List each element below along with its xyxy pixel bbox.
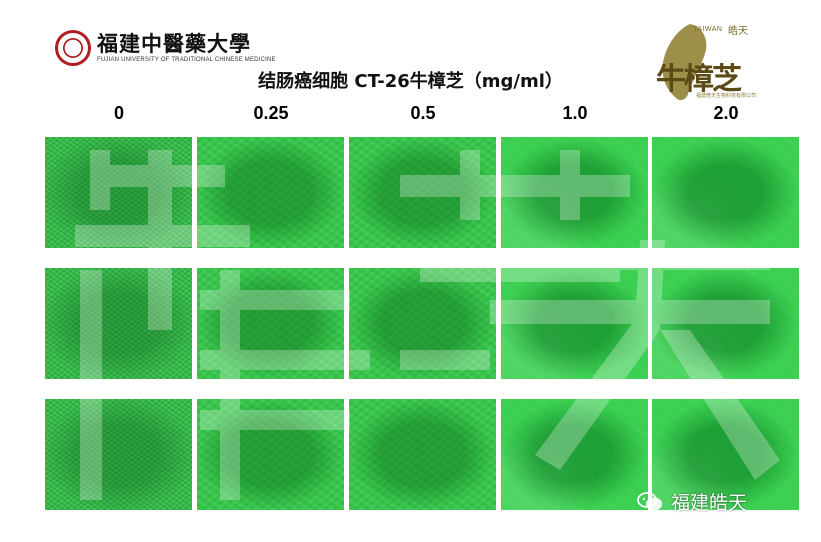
brand-cn-large: 牛樟芝 [656,62,742,97]
micrograph-tile [349,137,496,248]
university-name: 福建中醫藥大學 FUJIAN UNIVERSITY OF TRADITIONAL… [97,31,276,64]
university-name-en: FUJIAN UNIVERSITY OF TRADITIONAL CHINESE… [97,57,276,63]
micrograph-tile [197,399,344,510]
micrograph-tile [197,137,344,248]
wechat-account-name: 福建皓天 [671,492,748,514]
micrograph-tile [45,268,192,379]
page-title: 结肠癌细胞 CT-26牛樟芝（mg/ml） [258,71,563,92]
micrograph-tile [349,268,496,379]
micrograph-tile [501,137,648,248]
university-seal-icon [55,30,91,66]
concentration-label: 1.0 [562,103,588,123]
brand-en: TAIWAN [693,26,723,33]
micrograph-tile [501,399,648,510]
concentration-label: 0 [113,103,124,123]
wechat-icon [637,491,663,511]
micrograph-tile [652,268,799,379]
brand-tagline: 福建皓天生物科技有限公司 [696,93,757,99]
university-logo: 福建中醫藥大學 FUJIAN UNIVERSITY OF TRADITIONAL… [55,30,276,66]
micrograph-tile [652,137,799,248]
concentration-label: 0.5 [410,103,436,123]
taiwan-map-icon [662,24,707,101]
brand-cn-small: 皓天 [728,26,748,37]
concentration-label: 0.25 [253,103,289,123]
concentration-label: 2.0 [713,103,739,123]
micrograph-tile [349,399,496,510]
brand-logo: TAIWAN 皓天 牛樟芝 福建皓天生物科技有限公司 [650,18,770,104]
micrograph-tile [45,399,192,510]
wechat-watermark: 福建皓天 [637,488,747,515]
university-name-cn: 福建中醫藥大學 [97,31,251,56]
micrograph-tile [197,268,344,379]
micrograph-tile [45,137,192,248]
micrograph-tile [501,268,648,379]
micrograph-tile [652,399,799,510]
